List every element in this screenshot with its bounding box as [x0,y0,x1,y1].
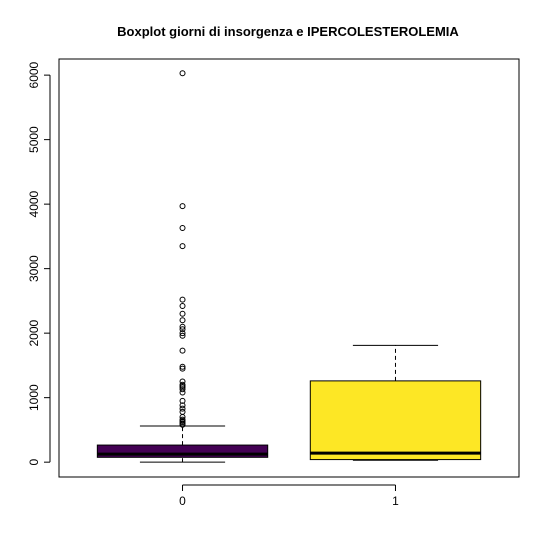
outlier-0-14 [179,381,186,388]
outlier-0-19 [179,332,186,339]
y-tick-label-1000: 1000 [27,384,41,411]
outlier-0-15 [179,378,186,385]
boxes-layer [96,70,482,463]
outlier-0-26 [179,296,186,303]
y-tick-label-5000: 5000 [27,126,41,153]
outlier-0-17 [179,363,186,370]
plot-frame [58,58,520,478]
outlier-0-27 [179,243,186,250]
outlier-0-30 [179,70,186,77]
outlier-0-9 [179,397,186,404]
box-1 [309,380,482,461]
outlier-0-22 [179,323,186,330]
outlier-0-4 [179,416,186,423]
outlier-0-29 [179,203,186,210]
y-tick-label-2000: 2000 [27,319,41,346]
outlier-0-24 [179,310,186,317]
outlier-0-16 [179,365,186,372]
outlier-0-18 [179,347,186,354]
outlier-0-6 [179,408,186,415]
y-tick-label-4000: 4000 [27,190,41,217]
outlier-0-23 [179,317,186,324]
outlier-0-7 [179,405,186,412]
y-tick-label-0: 0 [27,459,41,466]
outlier-0-28 [179,225,186,232]
x-tick-label-0: 0 [179,494,186,508]
outlier-0-20 [179,330,186,337]
box-group-1 [309,344,482,461]
chart-title: Boxplot giorni di insorgenza e IPERCOLES… [117,24,459,39]
outlier-0-25 [179,303,186,310]
y-tick-label-3000: 3000 [27,255,41,282]
y-tick-label-6000: 6000 [27,61,41,88]
x-tick-label-1: 1 [392,494,399,508]
box-group-0 [96,70,269,463]
outlier-0-21 [179,326,186,333]
y-axis: 0 1000 2000 3000 4000 5000 6000 [27,61,51,466]
